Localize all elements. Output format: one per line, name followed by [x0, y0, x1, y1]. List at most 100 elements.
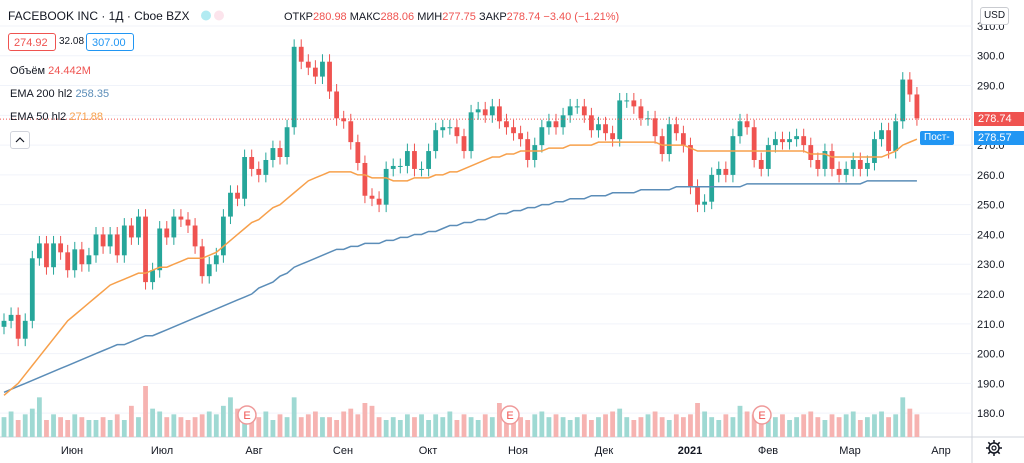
- candle: [312, 67, 318, 77]
- volume-bar: [390, 417, 396, 437]
- volume-bar: [242, 414, 248, 437]
- candle: [263, 159, 269, 175]
- x-tick-label: Авг: [245, 445, 262, 457]
- candle: [242, 157, 248, 199]
- candle: [121, 225, 127, 256]
- volume-bar: [780, 414, 785, 437]
- ema200-line: [3, 180, 917, 394]
- volume-bar: [369, 405, 375, 437]
- volume-bar: [914, 414, 920, 437]
- candle: [461, 136, 467, 152]
- candle: [546, 121, 552, 128]
- volume-bar: [220, 405, 226, 437]
- candle: [468, 112, 474, 152]
- candle: [1, 320, 7, 327]
- volume-bar: [228, 397, 233, 437]
- volume-bar: [327, 417, 332, 437]
- last-price-label: 278.74: [974, 112, 1024, 126]
- candle: [574, 106, 580, 108]
- volume-bar: [603, 414, 608, 437]
- volume-bar: [539, 411, 545, 437]
- volume-bar: [29, 408, 35, 437]
- chevron-up-icon: [15, 137, 25, 143]
- candle: [631, 100, 637, 107]
- candle: [907, 79, 913, 95]
- volume-bar: [284, 417, 290, 437]
- candle: [511, 127, 516, 134]
- volume-bar: [93, 420, 99, 437]
- gear-icon[interactable]: [985, 439, 1003, 457]
- candle: [723, 168, 729, 175]
- x-tick-label: Июн: [61, 445, 83, 457]
- symbol-title[interactable]: FACEBOOK INC · 1Д · Cboe BZX: [8, 9, 225, 23]
- ema50-line: [3, 138, 918, 396]
- candle: [447, 127, 453, 129]
- candle: [171, 216, 177, 238]
- candle: [666, 124, 672, 155]
- candle: [879, 130, 884, 140]
- candle: [86, 255, 92, 265]
- candle: [504, 121, 509, 128]
- volume-bar: [192, 417, 198, 437]
- volume-bar: [645, 414, 651, 437]
- candle: [857, 159, 863, 169]
- x-tick-label: Мар: [839, 445, 861, 457]
- volume-bar: [171, 414, 177, 437]
- candle: [65, 252, 71, 271]
- candle: [695, 186, 700, 205]
- candle: [390, 165, 396, 169]
- volume-bar: [397, 420, 403, 437]
- volume-bar: [107, 420, 113, 437]
- volume-bar: [617, 408, 623, 437]
- candle: [256, 168, 262, 175]
- buy-price-button[interactable]: 307.00: [86, 33, 134, 51]
- candle: [36, 243, 42, 259]
- volume-bar: [143, 386, 148, 437]
- volume-bar: [249, 417, 255, 437]
- candle: [164, 228, 170, 238]
- candle: [355, 142, 361, 163]
- volume-bar: [15, 420, 21, 437]
- volume-bar: [383, 420, 389, 437]
- earnings-marker-label: E: [506, 410, 513, 422]
- x-tick-label: 2021: [678, 445, 702, 457]
- volume-bar: [362, 403, 368, 437]
- volume-bar: [72, 414, 78, 437]
- volume-bar: [737, 405, 743, 437]
- volume-bar: [298, 417, 304, 437]
- volume-bar: [355, 414, 361, 437]
- volume-bar: [199, 414, 205, 437]
- volume-bar: [560, 417, 566, 437]
- volume-bar: [51, 414, 56, 437]
- volume-bar: [666, 420, 672, 437]
- candle: [751, 127, 757, 160]
- candle: [553, 121, 559, 128]
- legend-ema50[interactable]: EMA 50 hl2 271.88: [10, 111, 103, 123]
- candle: [737, 121, 743, 137]
- volume-bar: [164, 417, 170, 437]
- volume-bar: [136, 417, 141, 437]
- currency-button[interactable]: USD: [980, 7, 1009, 25]
- volume-bar: [744, 411, 750, 437]
- sell-price-button[interactable]: 274.92: [8, 33, 56, 51]
- spread-value: 32.08: [59, 36, 85, 47]
- volume-bar: [730, 417, 736, 437]
- collapse-legend-button[interactable]: [10, 131, 30, 149]
- earnings-marker-label: E: [243, 410, 250, 422]
- legend-volume[interactable]: Объём 24.442M: [10, 65, 91, 77]
- legend-ema200[interactable]: EMA 200 hl2 258.35: [10, 88, 110, 100]
- volume-bar: [872, 414, 877, 437]
- candle: [199, 246, 205, 277]
- postmarket-price-label: 278.57: [974, 131, 1024, 145]
- candle: [277, 148, 283, 158]
- candle: [581, 106, 587, 116]
- volume-bar: [794, 417, 800, 437]
- candle: [44, 243, 49, 268]
- volume-bar: [772, 417, 778, 437]
- volume-bar: [270, 420, 276, 437]
- volume-bar: [702, 411, 708, 437]
- candle: [213, 255, 219, 265]
- volume-bar: [256, 417, 262, 437]
- candle: [298, 46, 304, 62]
